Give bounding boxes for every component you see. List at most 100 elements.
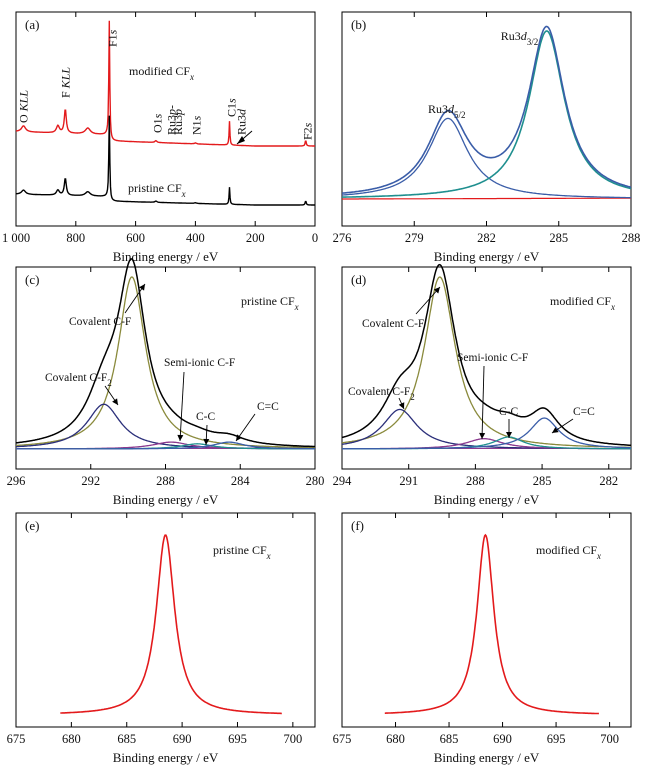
panel-b: 276 279 282 285 288 Binding energy / eV (b) Ru3… — [333, 11, 641, 264]
x-tick-label: 294 — [333, 474, 353, 488]
component-label: C=C — [257, 401, 279, 413]
peak-label-n1s: N1s — [190, 115, 204, 135]
panel-e: 675 680 685 690 695 700 Binding energy / eV (e)… — [7, 512, 316, 765]
x-axis-label: Binding energy / eV — [113, 249, 219, 264]
x-axis-label: Binding energy / eV — [434, 492, 540, 507]
x-tick-label: 685 — [117, 732, 136, 746]
component-label: Covalent C-F — [362, 318, 424, 330]
x-axis-label: Binding energy / eV — [113, 750, 219, 765]
component-arrowhead — [203, 438, 210, 445]
fit-peak-3-2 — [342, 30, 632, 198]
x-axis-label: Binding energy / eV — [434, 750, 540, 765]
panel-label: (a) — [25, 17, 39, 32]
x-tick-label: 695 — [228, 732, 247, 746]
x-axis-label: Binding energy / eV — [113, 492, 219, 507]
peak-label-o-kll: O KLL — [16, 90, 30, 123]
x-tick-label: 1 000 — [2, 231, 30, 245]
x-tick-label: 200 — [246, 231, 265, 245]
x-axis-label: Binding energy / eV — [434, 249, 540, 264]
component-arrowhead — [506, 432, 512, 438]
x-tick-label: 675 — [333, 732, 352, 746]
component-arrow — [415, 286, 441, 315]
f1s-curve — [60, 534, 282, 715]
x-tick-label: 400 — [186, 231, 205, 245]
x-tick-label: 276 — [333, 231, 352, 245]
plot-frame — [15, 11, 316, 227]
component-arrowhead — [236, 434, 242, 441]
fit-component — [16, 441, 315, 450]
legend-label: pristine CFx — [241, 294, 299, 312]
x-tick-label: 288 — [622, 231, 641, 245]
x-tick-label: 282 — [477, 231, 496, 245]
panel-d: 294 291 288 285 282 Binding energy / eV (d) mod… — [333, 263, 632, 507]
panel-label: (d) — [351, 272, 366, 287]
panel-f: 675 680 685 690 695 700 Binding energy / eV (f)… — [333, 512, 632, 765]
survey-curve-modified — [15, 20, 315, 147]
fit-component — [341, 276, 631, 448]
component-arrowhead — [139, 284, 145, 291]
component-arrowhead — [112, 398, 118, 405]
x-tick-label: 279 — [405, 231, 424, 245]
x-tick-label: 285 — [549, 231, 568, 245]
component-arrowhead — [398, 402, 405, 409]
x-tick-label: 285 — [533, 474, 552, 488]
plot-frame — [341, 266, 632, 470]
x-tick-label: 288 — [156, 474, 175, 488]
panel-a: 1 000 800 600 400 200 0 Binding energy / eV (a)… — [2, 11, 318, 264]
peak-label-o1s: O1s — [151, 113, 165, 133]
component-arrowhead — [479, 432, 486, 439]
annotation-ru3d32: Ru3d3/2 — [501, 29, 539, 47]
annotation-ru3d52: Ru3d5/2 — [428, 102, 466, 120]
peak-label-c1s: C1s — [224, 98, 238, 117]
panel-label: (c) — [25, 272, 39, 287]
component-label: C-C — [196, 411, 216, 423]
component-arrowhead — [552, 427, 559, 433]
plot-frame — [15, 512, 316, 728]
panel-c: 296 292 288 284 280 Binding energy / eV (c) pri… — [7, 258, 325, 507]
x-tick-label: 695 — [547, 732, 566, 746]
x-tick-label: 296 — [7, 474, 26, 488]
x-tick-label: 280 — [306, 474, 325, 488]
series-label-pristine: pristine CFx — [128, 181, 186, 199]
peak-label-f1s: F1s — [105, 29, 119, 47]
component-arrow — [481, 365, 485, 440]
component-label: Covalent C-F2 — [45, 372, 112, 388]
peak-label-ru3p-a: Ru3p- — [164, 105, 178, 135]
plot-frame — [341, 512, 632, 728]
panel-label: (b) — [351, 17, 366, 32]
x-tick-label: 680 — [386, 732, 405, 746]
envelope-curve — [341, 263, 632, 447]
x-tick-label: 292 — [81, 474, 100, 488]
x-tick-label: 680 — [62, 732, 81, 746]
component-label: C=C — [573, 406, 595, 418]
x-tick-label: 282 — [599, 474, 618, 488]
x-tick-label: 700 — [600, 732, 619, 746]
legend-label: modified CFx — [550, 294, 615, 312]
component-arrowhead — [433, 287, 440, 294]
survey-curve-pristine — [15, 115, 315, 206]
component-label: Semi-ionic C-F — [457, 352, 528, 364]
peak-label-f2s: F2s — [301, 122, 315, 140]
component-arrowhead — [177, 434, 184, 441]
plot-frame — [341, 11, 632, 227]
envelope-curve — [15, 258, 315, 448]
legend-label: pristine CFx — [213, 543, 271, 561]
x-tick-label: 600 — [126, 231, 145, 245]
component-label: Semi-ionic C-F — [164, 357, 235, 369]
panel-label: (e) — [25, 518, 39, 533]
x-tick-label: 690 — [493, 732, 512, 746]
ru3d-arrowhead — [237, 136, 245, 144]
component-label: C-C — [499, 406, 519, 418]
panel-label: (f) — [351, 518, 364, 533]
x-tick-label: 800 — [66, 231, 85, 245]
component-arrow — [179, 371, 185, 442]
x-tick-label: 291 — [399, 474, 418, 488]
baseline-curve — [342, 197, 631, 200]
legend-label: modified CFx — [536, 543, 601, 561]
series-label-modified: modified CFx — [129, 64, 194, 82]
x-tick-label: 700 — [283, 732, 302, 746]
peak-label-ru3p-b: Ru3p — [171, 109, 185, 135]
x-tick-label: 284 — [231, 474, 251, 488]
peak-label-ru3d: Ru3d — [234, 108, 248, 135]
